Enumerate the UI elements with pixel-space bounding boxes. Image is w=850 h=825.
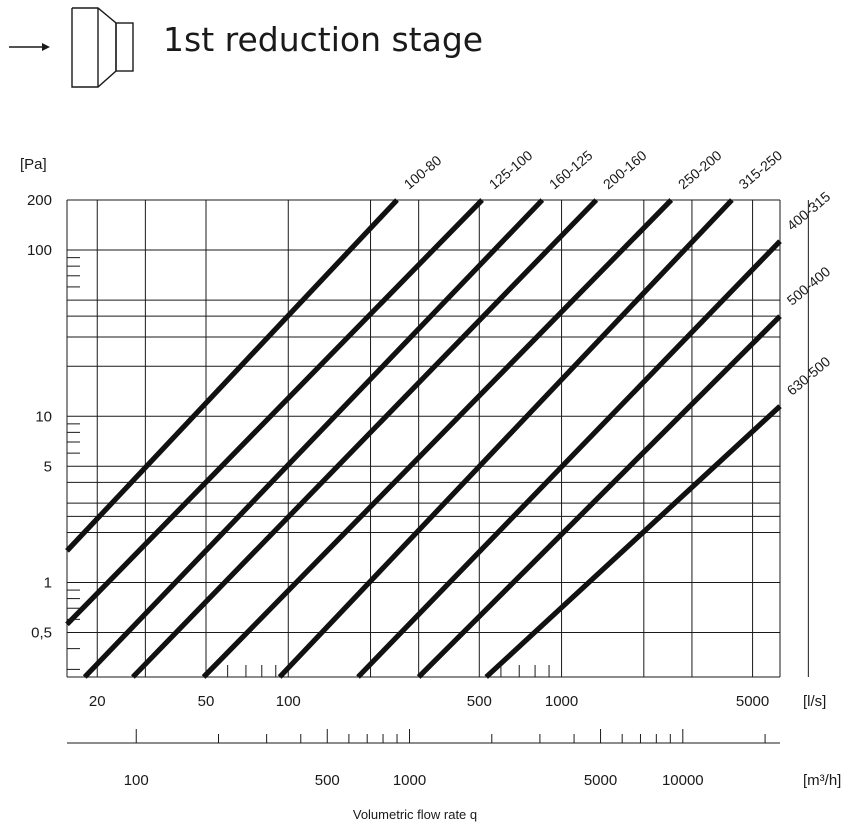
y-axis-label: [Pa] (20, 156, 47, 173)
x-axis-title: Volumetric flow rate q (353, 807, 477, 822)
chart-grid (66, 199, 809, 744)
series-line (416, 314, 782, 679)
reducer-diagram (9, 7, 134, 88)
y-tick-label: 0,5 (31, 625, 52, 642)
x-tick-label: 1000 (545, 693, 578, 710)
series-line (277, 198, 734, 679)
y-tick-label: 100 (27, 242, 52, 259)
series-line (65, 198, 399, 553)
series-line (201, 198, 674, 679)
series-label: 160-125 (546, 147, 596, 192)
x-unit-primary: [l/s] (803, 693, 826, 710)
reducer-icon (71, 7, 134, 88)
series-label: 100-80 (401, 152, 445, 192)
secondary-x-tick-label: 5000 (584, 772, 617, 789)
series-label: 315-250 (736, 147, 786, 192)
series-line (131, 198, 599, 679)
chart-labels: 100-80 125-100 160-125 200-160 250-200 315-25… (20, 147, 841, 822)
secondary-x-tick-label: 100 (124, 772, 149, 789)
x-tick-label: 20 (89, 693, 106, 710)
series-line (356, 239, 782, 679)
x-tick-label: 5000 (736, 693, 769, 710)
flow-arrow-icon (9, 43, 50, 51)
y-tick-label: 200 (27, 192, 52, 209)
x-tick-label: 50 (198, 693, 215, 710)
header: 1st reduction stage (0, 0, 850, 100)
chart-series (65, 198, 782, 679)
minor-tick-marks (67, 257, 766, 743)
series-line (82, 198, 545, 679)
series-label: 200-160 (600, 147, 650, 192)
x-tick-label: 100 (276, 693, 301, 710)
secondary-x-tick-label: 500 (315, 772, 340, 789)
y-tick-label: 10 (35, 408, 52, 425)
x-unit-secondary: [m³/h] (803, 772, 841, 789)
x-tick-label: 500 (467, 693, 492, 710)
y-tick-label: 1 (44, 574, 52, 591)
y-tick-label: 5 (44, 458, 52, 475)
secondary-x-tick-label: 1000 (393, 772, 426, 789)
secondary-x-tick-label: 10000 (662, 772, 704, 789)
series-line (65, 198, 484, 627)
series-label: 250-200 (675, 147, 725, 192)
page-title: 1st reduction stage (163, 20, 484, 59)
series-line (484, 404, 782, 679)
series-label: 125-100 (486, 147, 536, 192)
